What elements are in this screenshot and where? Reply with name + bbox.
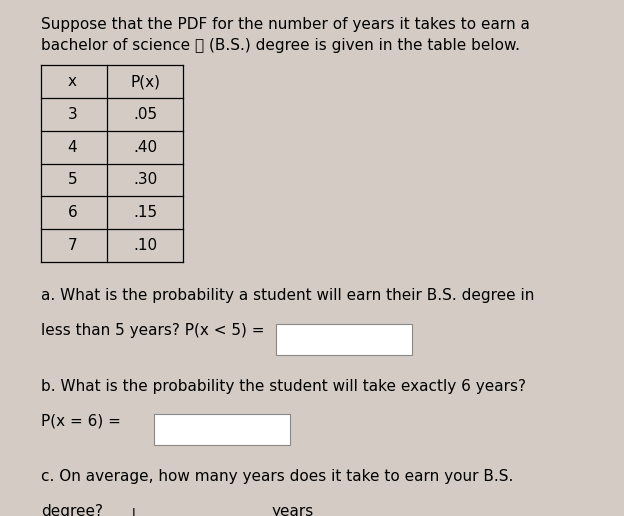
Text: 7: 7: [68, 238, 77, 253]
Text: .30: .30: [133, 172, 157, 187]
Text: Suppose that the PDF for the number of years it takes to earn a: Suppose that the PDF for the number of y…: [41, 17, 530, 32]
Text: 3: 3: [67, 107, 77, 122]
Text: less than 5 years? P(x < 5) =: less than 5 years? P(x < 5) =: [41, 323, 264, 338]
FancyBboxPatch shape: [276, 324, 412, 354]
Text: 4: 4: [68, 140, 77, 155]
Text: P(x): P(x): [130, 74, 160, 89]
Text: P(x = 6) =: P(x = 6) =: [41, 413, 120, 428]
Text: a. What is the probability a student will earn their B.S. degree in: a. What is the probability a student wil…: [41, 288, 534, 303]
Text: bachelor of science 🔔 (B.S.) degree is given in the table below.: bachelor of science 🔔 (B.S.) degree is g…: [41, 38, 520, 53]
Text: .10: .10: [133, 238, 157, 253]
Text: .15: .15: [133, 205, 157, 220]
Text: .40: .40: [133, 140, 157, 155]
Text: b. What is the probability the student will take exactly 6 years?: b. What is the probability the student w…: [41, 379, 525, 394]
FancyBboxPatch shape: [125, 505, 261, 516]
Text: .05: .05: [133, 107, 157, 122]
Text: years: years: [271, 504, 314, 516]
FancyBboxPatch shape: [154, 414, 290, 445]
Text: I: I: [132, 507, 135, 516]
Text: 5: 5: [68, 172, 77, 187]
Text: degree?: degree?: [41, 504, 102, 516]
Text: c. On average, how many years does it take to earn your B.S.: c. On average, how many years does it ta…: [41, 469, 513, 484]
Text: 6: 6: [67, 205, 77, 220]
Text: x: x: [68, 74, 77, 89]
